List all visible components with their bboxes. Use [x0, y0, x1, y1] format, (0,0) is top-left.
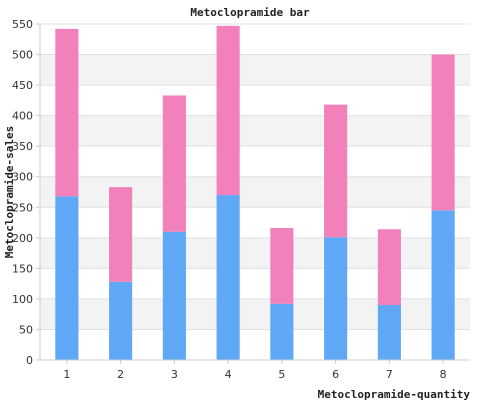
- x-axis-label: Metoclopramide-quantity: [318, 388, 471, 400]
- bar-segment-series-1: [162, 231, 186, 360]
- bar-segment-series-2: [216, 25, 240, 196]
- y-tick-label: 50: [19, 323, 33, 336]
- x-tick-label: 5: [278, 368, 285, 381]
- x-tick-label: 8: [440, 368, 447, 381]
- bar-segment-series-1: [216, 195, 240, 360]
- y-axis-label: Metoclopramide-sales: [3, 126, 16, 258]
- bars: [55, 25, 455, 360]
- y-tick-label: 300: [12, 171, 33, 184]
- bar-segment-series-1: [324, 237, 348, 360]
- bar-segment-series-2: [109, 187, 133, 282]
- background-band: [40, 115, 470, 147]
- background-band: [40, 54, 470, 86]
- x-tick-labels: 1 2 3 4 5 6 7 8: [63, 360, 447, 381]
- x-tick-label: 7: [386, 368, 393, 381]
- y-tick-label: 450: [12, 79, 33, 92]
- x-tick-label: 4: [225, 368, 232, 381]
- y-tick-labels: 0 50 100 150 200 250 300 350 400 450 500 550: [12, 18, 33, 367]
- bar-segment-series-1: [109, 281, 133, 360]
- y-tick-label: 350: [12, 140, 33, 153]
- background-band: [40, 237, 470, 269]
- chart-title: Metoclopramide bar: [190, 6, 310, 19]
- y-tick-label: 100: [12, 293, 33, 306]
- bar-segment-series-2: [162, 95, 186, 232]
- bar-segment-series-1: [270, 303, 294, 360]
- bar-segment-series-1: [377, 305, 401, 360]
- bar-segment-series-1: [431, 210, 455, 360]
- y-tick-label: 250: [12, 201, 33, 214]
- y-tick-label: 150: [12, 262, 33, 275]
- y-tick-label: 500: [12, 49, 33, 62]
- y-tick-label: 0: [26, 354, 33, 367]
- x-tick-label: 6: [332, 368, 339, 381]
- y-tick-label: 550: [12, 18, 33, 31]
- background-band: [40, 298, 470, 330]
- y-tick-label: 200: [12, 232, 33, 245]
- x-tick-label: 2: [117, 368, 124, 381]
- background-bands: [40, 54, 470, 330]
- x-tick-label: 3: [171, 368, 178, 381]
- x-tick-label: 1: [63, 368, 70, 381]
- background-band: [40, 176, 470, 208]
- bar-segment-series-2: [55, 28, 79, 197]
- bar-segment-series-1: [55, 196, 79, 360]
- bar-segment-series-2: [431, 54, 455, 211]
- y-tick-label: 400: [12, 110, 33, 123]
- bar-segment-series-2: [377, 229, 401, 306]
- bar-segment-series-2: [270, 228, 294, 304]
- bar-segment-series-2: [324, 104, 348, 238]
